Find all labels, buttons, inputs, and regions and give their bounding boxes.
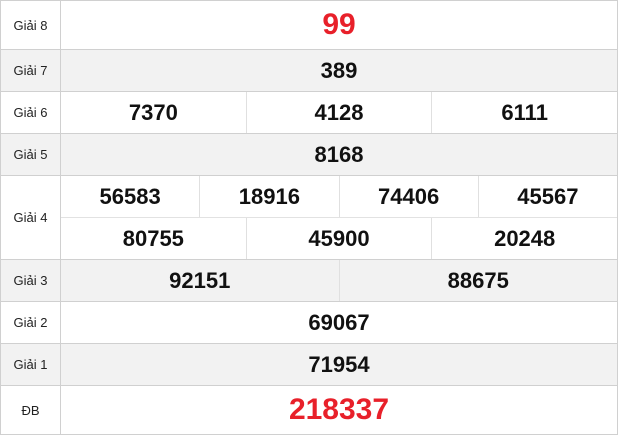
prize-number: 7370: [128, 99, 178, 125]
prize-number: 389: [320, 57, 358, 83]
prize-number: 6111: [431, 92, 617, 133]
prize-number: 74406: [338, 176, 478, 217]
prize-number: 56583: [99, 183, 161, 209]
prize-number: 71954: [308, 351, 370, 377]
prize-number: 69067: [308, 309, 370, 335]
prize-row-2: Giải 2 69067: [1, 302, 618, 344]
prize-label: Giải 3: [1, 260, 61, 301]
prize-label: ĐB: [1, 386, 61, 434]
prize-number: 92151: [169, 267, 231, 293]
prize-row-6: Giải 6 7370 4128 6111: [1, 92, 618, 134]
prize-number: 20248: [431, 218, 617, 259]
prize-number: 45567: [477, 176, 617, 217]
prize-number: 80755: [122, 225, 184, 251]
prize-label: Giải 8: [1, 1, 61, 49]
prize-number: 45900: [245, 218, 432, 259]
prize-label: Giải 7: [1, 50, 61, 91]
prize-number: 18916: [199, 176, 338, 217]
special-prize-number: 218337: [288, 393, 390, 426]
prize-label: Giải 2: [1, 302, 61, 343]
prize-row-5: Giải 5 8168: [1, 134, 618, 176]
prize-row-8: Giải 8 99: [1, 1, 618, 50]
prize-label: Giải 4: [1, 176, 61, 259]
prize-row-3: Giải 3 92151 88675: [1, 260, 618, 302]
prize-row-special: ĐB 218337: [1, 386, 618, 435]
prize-row-7: Giải 7 389: [1, 50, 618, 92]
prize-number: 88675: [338, 260, 618, 301]
prize-label: Giải 5: [1, 134, 61, 175]
prize-number: 8168: [314, 141, 364, 167]
prize-row-1: Giải 1 71954: [1, 344, 618, 386]
prize-number: 99: [322, 8, 356, 41]
prize-label: Giải 1: [1, 344, 61, 385]
prize-row-4: Giải 4 56583 18916 74406 45567 80755 459…: [1, 176, 618, 260]
prize-number: 4128: [245, 92, 432, 133]
prize-label: Giải 6: [1, 92, 61, 133]
